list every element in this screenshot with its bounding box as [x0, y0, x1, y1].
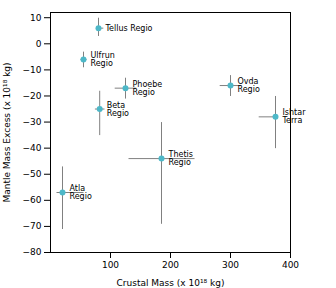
svg-text:AtlaRegio: AtlaRegio [70, 184, 92, 201]
svg-text:−70: −70 [23, 221, 42, 231]
svg-text:UlfrunRegio: UlfrunRegio [91, 51, 115, 68]
svg-text:−30: −30 [23, 117, 42, 127]
svg-text:400: 400 [282, 260, 299, 270]
svg-text:−50: −50 [23, 169, 42, 179]
svg-text:Mantle Mass Excess (x 10¹⁸ kg): Mantle Mass Excess (x 10¹⁸ kg) [2, 62, 12, 202]
svg-text:Crustal Mass (x 10¹⁸ kg): Crustal Mass (x 10¹⁸ kg) [117, 278, 225, 288]
svg-text:−40: −40 [23, 143, 42, 153]
svg-text:BetaRegio: BetaRegio [107, 101, 129, 118]
svg-text:ThetisRegio: ThetisRegio [168, 150, 193, 167]
svg-text:PhoebeRegio: PhoebeRegio [133, 80, 163, 97]
svg-text:10: 10 [30, 13, 42, 23]
svg-text:−10: −10 [23, 65, 42, 75]
svg-text:300: 300 [222, 260, 239, 270]
svg-text:−80: −80 [23, 247, 42, 257]
svg-text:200: 200 [162, 260, 179, 270]
svg-text:Tellus Regio: Tellus Regio [105, 24, 153, 33]
svg-text:100: 100 [102, 260, 119, 270]
svg-text:IshtarTerra: IshtarTerra [282, 108, 307, 125]
svg-text:0: 0 [36, 39, 42, 49]
svg-text:OvdaRegio: OvdaRegio [238, 77, 260, 94]
svg-text:−60: −60 [23, 195, 42, 205]
svg-text:−20: −20 [23, 91, 42, 101]
